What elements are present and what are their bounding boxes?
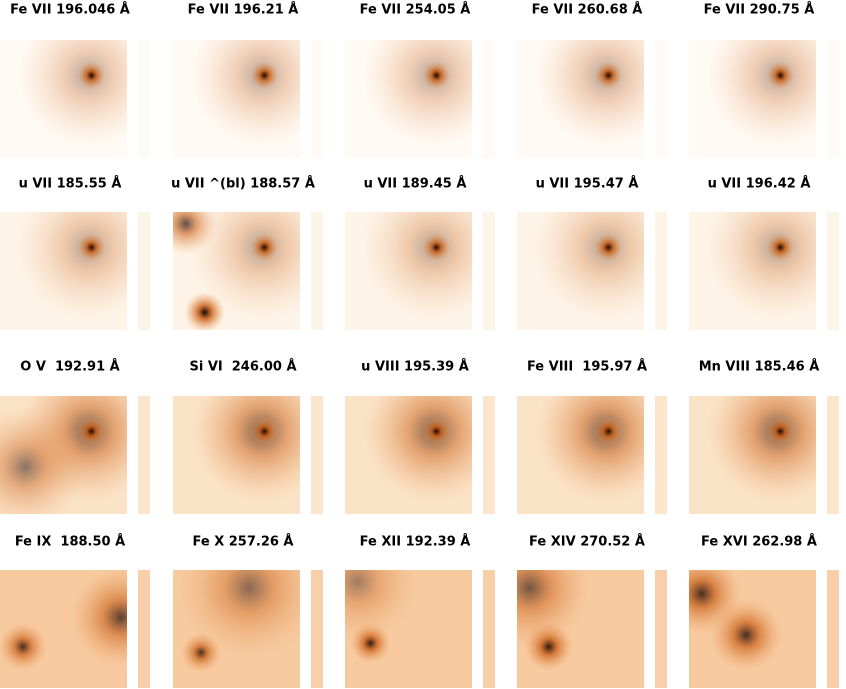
side-strip xyxy=(655,212,667,330)
panel-image xyxy=(517,396,667,514)
side-strip xyxy=(655,396,667,514)
side-strip xyxy=(138,396,150,514)
panel-image xyxy=(517,40,667,158)
panel-image xyxy=(173,40,323,158)
side-strip xyxy=(655,40,667,158)
bright-region xyxy=(250,61,279,90)
panel-image xyxy=(345,212,495,330)
bright-region xyxy=(184,291,226,330)
panel-title: u VII 196.42 Å xyxy=(708,176,811,192)
side-strip xyxy=(483,396,495,514)
bright-region xyxy=(766,417,795,446)
bright-region xyxy=(250,233,279,262)
side-strip xyxy=(138,212,150,330)
panel-title: Fe VII 196.21 Å xyxy=(188,2,299,18)
bright-region xyxy=(0,622,48,672)
bright-region xyxy=(0,405,87,514)
panel-image xyxy=(517,570,667,688)
panel-image xyxy=(0,570,150,688)
panel-title: Fe XII 192.39 Å xyxy=(360,534,471,550)
bright-region xyxy=(766,233,795,262)
panel-image xyxy=(0,212,150,330)
bright-region xyxy=(77,233,106,262)
bright-region xyxy=(77,417,106,446)
bright-region xyxy=(250,417,279,446)
panel-title: Si VI 246.00 Å xyxy=(189,359,296,375)
side-strip xyxy=(655,570,667,688)
panel-title: Fe X 257.26 Å xyxy=(193,534,294,550)
panel-image xyxy=(173,212,323,330)
panel-title: Mn VIII 185.46 Å xyxy=(699,359,820,375)
side-strip xyxy=(311,570,323,688)
panel-image xyxy=(689,40,839,158)
bright-region xyxy=(594,417,623,446)
side-strip xyxy=(311,212,323,330)
side-strip xyxy=(311,40,323,158)
panel-title: u VII 189.45 Å xyxy=(364,176,467,192)
panel-image xyxy=(345,570,495,688)
side-strip xyxy=(483,212,495,330)
bright-region xyxy=(766,61,795,90)
panel-image xyxy=(689,570,839,688)
bright-region xyxy=(422,233,451,262)
panel-title: Fe VIII 195.97 Å xyxy=(527,359,647,375)
panel-title: u VII 185.55 Å xyxy=(19,176,122,192)
panel-image xyxy=(689,396,839,514)
bright-region xyxy=(345,570,419,643)
panel-image xyxy=(0,40,150,158)
panel-title: u VII 195.47 Å xyxy=(536,176,639,192)
panel-title: Fe VII 254.05 Å xyxy=(360,2,471,18)
panel-title: Fe VII 260.68 Å xyxy=(532,2,643,18)
panel-image xyxy=(0,396,150,514)
side-strip xyxy=(827,40,839,158)
panel-image xyxy=(173,396,323,514)
bright-region xyxy=(594,233,623,262)
side-strip xyxy=(138,40,150,158)
bright-region xyxy=(422,417,451,446)
bright-region xyxy=(77,61,106,90)
bright-region xyxy=(422,61,451,90)
bright-region xyxy=(594,61,623,90)
panel-image xyxy=(517,212,667,330)
panel-title: Fe IX 188.50 Å xyxy=(15,534,125,550)
panel-image xyxy=(345,396,495,514)
panel-image xyxy=(345,40,495,158)
panel-title: u VII ^(bl) 188.57 Å xyxy=(171,176,315,192)
panel-title: Fe XVI 262.98 Å xyxy=(701,534,817,550)
side-strip xyxy=(827,396,839,514)
side-strip xyxy=(138,570,150,688)
bright-region xyxy=(517,570,591,649)
side-strip xyxy=(827,212,839,330)
bright-region xyxy=(178,570,300,659)
panel-title: u VIII 195.39 Å xyxy=(361,359,469,375)
bright-region xyxy=(69,570,127,668)
panel-image xyxy=(689,212,839,330)
panel-title: Fe XIV 270.52 Å xyxy=(529,534,645,550)
side-strip xyxy=(483,40,495,158)
panel-title: O V 192.91 Å xyxy=(20,359,119,375)
side-strip xyxy=(483,570,495,688)
panel-image xyxy=(173,570,323,688)
bright-region xyxy=(173,212,217,255)
side-strip xyxy=(827,570,839,688)
side-strip xyxy=(311,396,323,514)
panel-title: Fe VII 290.75 Å xyxy=(704,2,815,18)
panel-title: Fe VII 196.046 Å xyxy=(10,2,130,18)
bright-region xyxy=(689,570,743,635)
